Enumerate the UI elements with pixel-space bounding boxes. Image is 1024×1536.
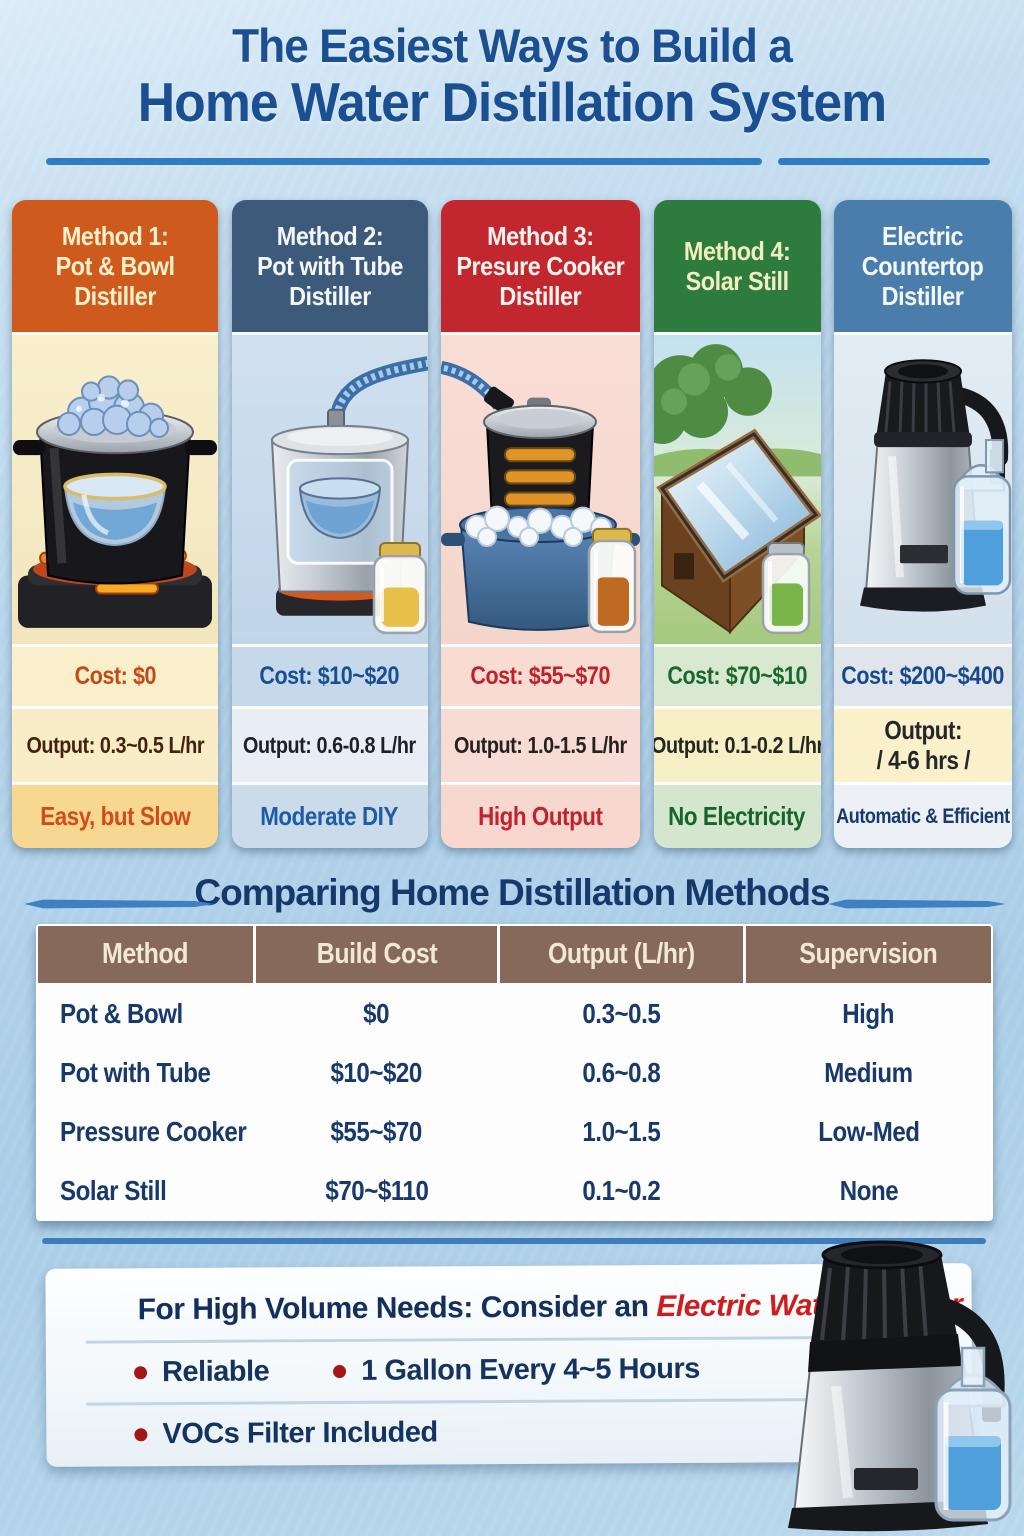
- table-header-supervision: Supervision: [746, 926, 991, 983]
- method5-header-line: Distiller: [882, 281, 964, 312]
- table-cell: $0: [363, 998, 390, 1029]
- method3-header-line: Presure Cooker: [456, 250, 625, 281]
- method3-header: Method 3: Presure Cooker Distiller: [441, 200, 640, 332]
- table-cell: 0.3~0.5: [582, 998, 661, 1029]
- method2-output: Output: 0.6-0.8 L/hr: [231, 706, 428, 782]
- brush-stroke-left: [24, 899, 214, 909]
- method5-output: Output: / 4-6 hrs /: [834, 706, 1012, 782]
- method4-header-line: Method 4:: [683, 235, 791, 266]
- method3-header-line: Distiller: [499, 281, 582, 312]
- method1-tagline: Easy, but Slow: [12, 782, 218, 848]
- method4-header: Method 4: Solar Still: [653, 200, 821, 332]
- table-header-build-cost: Build Cost: [256, 926, 497, 983]
- section-divider-line: [42, 1238, 986, 1244]
- pot-with-tube-illustration: [231, 332, 428, 644]
- table-cell: $10~$20: [330, 1057, 423, 1088]
- comparison-title: Comparing Home Distillation Methods: [194, 872, 830, 913]
- table-cell: High: [842, 998, 895, 1029]
- pot-and-bowl-illustration: [12, 332, 218, 644]
- method3-header-line: Method 3:: [487, 220, 594, 251]
- callout-heading-bold: For High Volume Needs:: [137, 1291, 473, 1327]
- method5-header-line: Countertop: [862, 250, 984, 281]
- table-cell: Pot & Bowl: [60, 998, 183, 1029]
- electric-water-distiller-illustration: [766, 1240, 1016, 1532]
- method-card-pressure-cooker: Method 3: Presure Cooker Distiller: [441, 200, 640, 848]
- table-header-method: Method: [38, 926, 253, 983]
- method1-header: Method 1: Pot & Bowl Distiller: [12, 200, 218, 332]
- method-card-solar-still: Method 4: Solar Still: [653, 200, 821, 848]
- method4-tagline: No Electricity: [653, 782, 821, 848]
- electric-distiller-illustration: [834, 332, 1012, 644]
- method5-header: Electric Countertop Distiller: [834, 200, 1012, 332]
- method1-cost: Cost: $0: [12, 644, 218, 706]
- method3-tagline: High Output: [441, 782, 640, 848]
- table-header-output: Output (L/hr): [500, 926, 743, 983]
- method1-header-line: Distiller: [74, 281, 156, 312]
- method-columns: Method 1: Pot & Bowl Distiller: [12, 200, 1012, 848]
- method2-tagline: Moderate DIY: [231, 782, 428, 848]
- method2-cost: Cost: $10~$20: [231, 644, 428, 706]
- page-title-line1: The Easiest Ways to Build a: [232, 19, 793, 72]
- table-cell: Medium: [824, 1057, 913, 1088]
- method2-header: Method 2: Pot with Tube Distiller: [231, 200, 428, 332]
- solar-still-illustration: [653, 332, 821, 644]
- title-underline-short: [778, 158, 990, 165]
- page-title-line2: Home Water Distillation System: [137, 70, 887, 133]
- page-title: The Easiest Ways to Build a Home Water D…: [0, 20, 1024, 132]
- table-cell: Pressure Cooker: [60, 1116, 247, 1147]
- brush-stroke-right: [828, 899, 1006, 909]
- table-cell: None: [839, 1175, 898, 1206]
- bullet-dot-icon: [333, 1364, 347, 1379]
- pressure-cooker-illustration: [441, 332, 640, 644]
- method-card-electric-countertop: Electric Countertop Distiller: [834, 200, 1012, 848]
- title-underline: [46, 158, 762, 165]
- table-cell: 0.6~0.8: [582, 1057, 661, 1088]
- method4-header-line: Solar Still: [685, 266, 789, 296]
- method4-output: Output: 0.1-0.2 L/hr: [653, 706, 821, 782]
- bullet-item: 1 Gallon Every 4~5 Hours: [333, 1353, 700, 1388]
- method-card-pot-and-bowl: Method 1: Pot & Bowl Distiller: [12, 200, 218, 848]
- method2-header-line: Method 2:: [276, 220, 383, 251]
- bullet-item: VOCs Filter Included: [134, 1416, 438, 1451]
- table-cell: Low-Med: [817, 1116, 920, 1147]
- method3-output: Output: 1.0-1.5 L/hr: [441, 706, 640, 782]
- method2-header-line: Pot with Tube: [256, 250, 403, 281]
- table-cell: Solar Still: [60, 1175, 167, 1206]
- method5-cost: Cost: $200~$400: [834, 644, 1012, 706]
- method1-header-line: Pot & Bowl: [55, 250, 175, 281]
- table-cell: $70~$110: [324, 1175, 429, 1206]
- method-card-pot-with-tube: Method 2: Pot with Tube Distiller: [231, 200, 428, 848]
- method5-tagline: Automatic & Efficient: [834, 782, 1012, 848]
- bullet-dot-icon: [134, 1366, 148, 1380]
- table-cell: 0.1~0.2: [582, 1175, 661, 1206]
- method2-header-line: Distiller: [288, 281, 371, 312]
- comparison-table: Method Build Cost Output (L/hr) Supervis…: [36, 924, 993, 1221]
- method3-cost: Cost: $55~$70: [441, 644, 640, 706]
- table-cell: Pot with Tube: [60, 1057, 211, 1088]
- method1-output: Output: 0.3~0.5 L/hr: [12, 706, 218, 782]
- method1-header-line: Method 1:: [61, 220, 169, 251]
- table-cell: 1.0~1.5: [582, 1116, 661, 1147]
- method5-header-line: Electric: [882, 220, 964, 251]
- callout-heading-mid: Consider an: [480, 1290, 649, 1325]
- table-cell: $55~$70: [330, 1116, 423, 1147]
- bullet-item: Reliable: [134, 1355, 269, 1389]
- method4-cost: Cost: $70~$10: [653, 644, 821, 706]
- bullet-dot-icon: [134, 1428, 148, 1442]
